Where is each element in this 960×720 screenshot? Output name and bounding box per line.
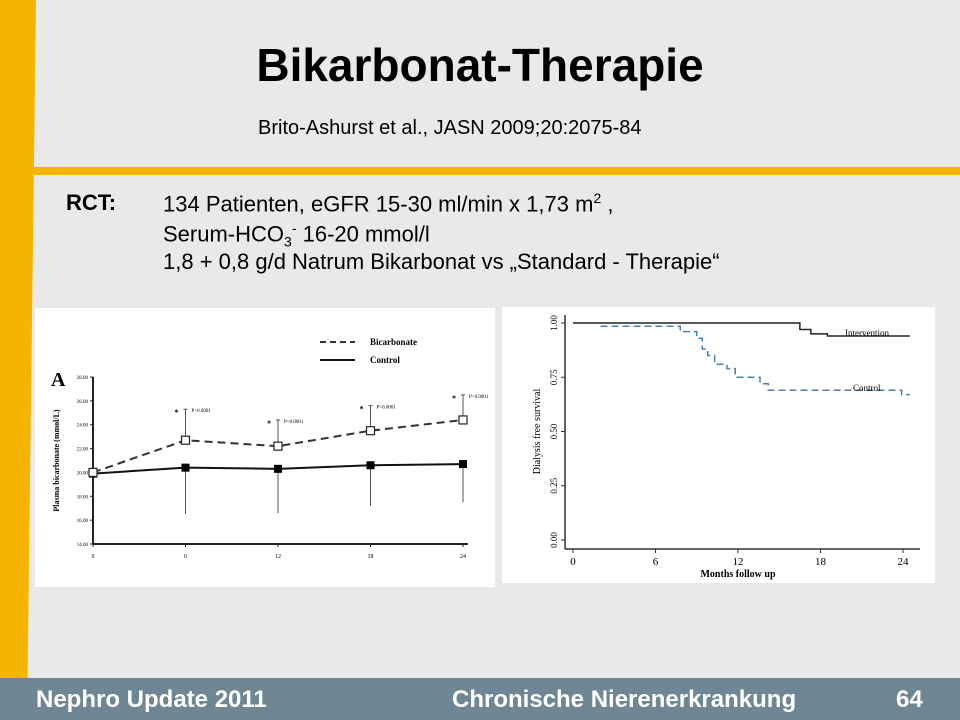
footer-topic: Chronische Nierenerkrankung [452, 686, 797, 713]
rct-label: RCT: [66, 190, 117, 215]
x-tick-label: 0 [570, 556, 576, 568]
rct-line-1: 134 Patienten, eGFR 15-30 ml/min x 1,73 … [163, 190, 613, 217]
rct-line-1-text: 134 Patienten, eGFR 15-30 ml/min x 1,73 … [163, 191, 594, 217]
brand-part: Up [126, 686, 159, 713]
bicarbonate-chart: A 14.00 16.00 18.00 20.00 22.00 24.00 26.00 28.0… [51, 337, 489, 560]
x-tick-label: 12 [275, 554, 281, 560]
significance-star: * [452, 394, 456, 403]
p-value-label: P<0.0001 [469, 395, 489, 400]
series-line-bicarbonate [92, 418, 464, 474]
marker-control [181, 463, 190, 472]
marker-bicarbonate [458, 415, 468, 425]
y-tick-label: 18.00 [77, 495, 89, 500]
citation: Brito-Ashurst et al., JASN 2009;20:2075-… [258, 117, 642, 139]
y-tick-label: 1.00 [549, 315, 559, 331]
significance-star: * [360, 405, 364, 414]
y-axis-label: Dialysis free survival [532, 389, 543, 475]
p-value-label: P<0.0001 [377, 406, 397, 411]
series-label-control: Control [853, 383, 881, 393]
left-accent-bar [0, 0, 36, 720]
panel-label: A [51, 369, 66, 391]
y-tick-label: 22.00 [77, 448, 89, 453]
brand-part: date [158, 686, 215, 713]
page-number: 64 [896, 686, 923, 713]
y-tick-label: 26.00 [77, 400, 89, 405]
superscript: - [291, 220, 297, 236]
figure-bicarbonate: A 14.00 16.00 18.00 20.00 22.00 24.00 26.00 28.0… [35, 308, 495, 587]
series-label-intervention: Intervention [845, 328, 889, 338]
footer-bar: Nephro Update 2011 Chronische Nierenerkr… [0, 678, 960, 720]
rct-line-3: 1,8 + 0,8 g/d Natrum Bikarbonat vs „Stan… [163, 249, 720, 274]
y-tick-label: 0.50 [549, 423, 559, 439]
x-tick-label: 6 [184, 554, 187, 560]
slide-title: Bikarbonat-Therapie [256, 39, 704, 91]
significance-star: * [175, 408, 179, 417]
y-tick-label: 14.00 [77, 543, 89, 548]
y-tick-label: 0.75 [549, 369, 559, 385]
marker-control [366, 461, 375, 470]
x-tick-label: 6 [653, 556, 659, 568]
figure-survival: 0.00 0.25 0.50 0.75 1.00 0 6 12 18 24 Months follo… [502, 307, 935, 583]
y-axis-label: Plasma bicarbonate (mmol/L) [52, 409, 61, 512]
y-tick-label: 0.00 [549, 532, 559, 548]
marker-control [459, 460, 467, 469]
p-value-label: P<0.0001 [284, 420, 304, 425]
footer-brand: Nephro Update 2011 [36, 686, 267, 714]
rct-line-1-end: , [601, 191, 614, 217]
y-tick-label: 20.00 [77, 471, 89, 476]
rct-line-2-end: 16-20 mmol/l [296, 221, 430, 247]
y-tick-label: 0.25 [549, 477, 559, 493]
title-divider-line [26, 167, 960, 175]
subscript: 3 [284, 233, 292, 250]
marker-bicarbonate [88, 467, 98, 478]
brand-year: 2011 [214, 686, 267, 713]
marker-control [274, 464, 282, 473]
series-line-intervention [573, 322, 910, 337]
survival-chart: 0.00 0.25 0.50 0.75 1.00 0 6 12 18 24 Months follo… [532, 315, 920, 580]
marker-bicarbonate [273, 441, 283, 451]
y-tick-label: 28.00 [77, 376, 89, 381]
brand-part: Nephro [36, 686, 127, 713]
y-tick-label: 16.00 [77, 519, 89, 524]
superscript: 2 [593, 190, 602, 206]
p-value-label: P<0.0001 [192, 409, 212, 414]
legend-label-control: Control [370, 355, 400, 365]
rct-line-2-text: Serum-HCO [163, 221, 285, 247]
significance-star: * [267, 419, 271, 428]
x-tick-label: 24 [898, 556, 910, 568]
rct-line-2: Serum-HCO3- 16-20 mmol/l [163, 220, 430, 250]
x-tick-label: 12 [733, 556, 744, 568]
legend-label-bicarbonate: Bicarbonate [370, 337, 417, 347]
x-tick-label: 0 [92, 554, 95, 560]
x-tick-label: 18 [815, 556, 827, 568]
x-tick-label: 24 [460, 554, 466, 560]
marker-bicarbonate [365, 426, 376, 436]
x-axis-label: Months follow up [700, 569, 775, 580]
series-line-control [600, 325, 910, 396]
marker-bicarbonate [180, 435, 191, 445]
x-tick-label: 18 [368, 554, 374, 560]
y-tick-label: 24.00 [77, 424, 89, 429]
